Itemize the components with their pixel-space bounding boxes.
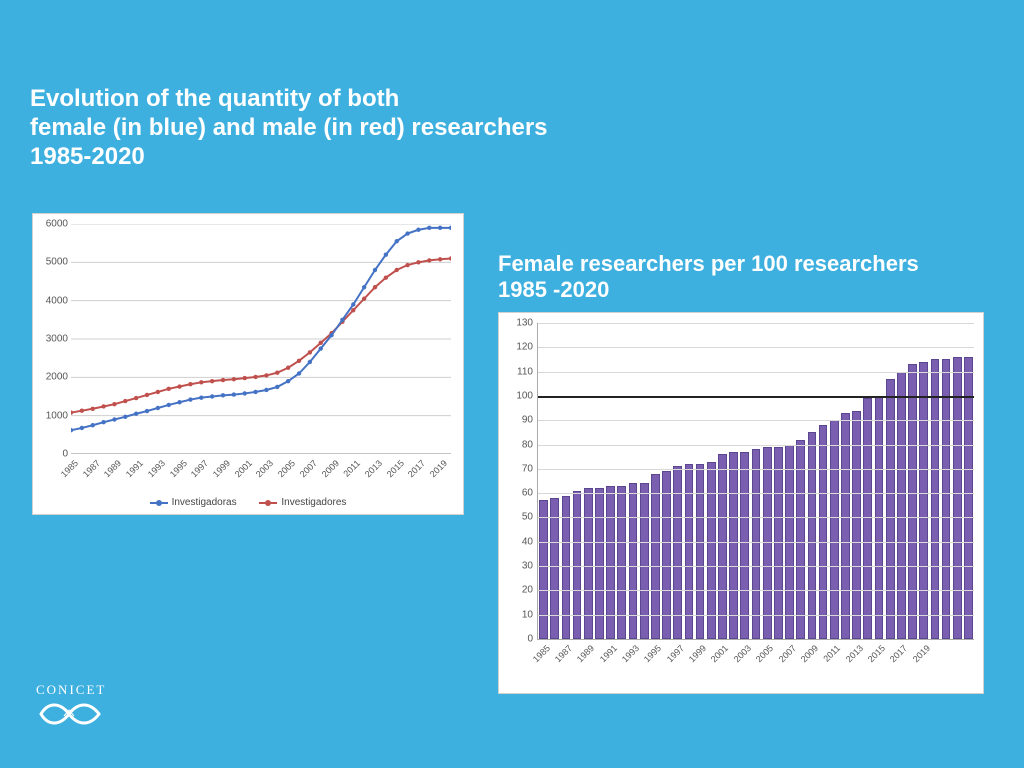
bar bbox=[953, 357, 962, 639]
line-chart-plot bbox=[71, 224, 451, 454]
bar bbox=[740, 452, 749, 639]
slide: Evolution of the quantity of both female… bbox=[0, 0, 1024, 768]
bar bbox=[595, 488, 604, 639]
bar bbox=[964, 357, 973, 639]
bar-x-tick: 2007 bbox=[769, 643, 797, 671]
bar bbox=[908, 364, 917, 639]
bar-x-tick: 2011 bbox=[814, 643, 842, 671]
bar-y-tick: 0 bbox=[505, 634, 533, 645]
logo-infinity-icon bbox=[36, 700, 106, 728]
bar bbox=[919, 362, 928, 639]
bar-x-tick: 1989 bbox=[568, 643, 596, 671]
bar bbox=[931, 359, 940, 639]
bar bbox=[774, 447, 783, 639]
logo-text: CONICET bbox=[36, 682, 106, 698]
bars-container bbox=[538, 323, 974, 639]
bar-y-tick: 20 bbox=[505, 585, 533, 596]
bar bbox=[752, 449, 761, 639]
bar bbox=[808, 432, 817, 639]
bar bbox=[584, 488, 593, 639]
legend-item-male: Investigadores bbox=[259, 497, 346, 508]
bar-y-tick: 10 bbox=[505, 609, 533, 620]
line-y-tick: 5000 bbox=[38, 257, 68, 268]
bar bbox=[617, 486, 626, 639]
legend-item-female: Investigadoras bbox=[150, 497, 237, 508]
bar bbox=[685, 464, 694, 639]
bar-x-tick: 2019 bbox=[903, 643, 931, 671]
bar bbox=[606, 486, 615, 639]
bar-y-tick: 40 bbox=[505, 536, 533, 547]
line-y-tick: 1000 bbox=[38, 410, 68, 421]
bar bbox=[942, 359, 951, 639]
bar-chart-title: Female researchers per 100 researchers 1… bbox=[498, 251, 919, 304]
bar-y-tick: 120 bbox=[505, 342, 533, 353]
bar bbox=[539, 500, 548, 639]
bar bbox=[729, 452, 738, 639]
slide-title: Evolution of the quantity of both female… bbox=[30, 85, 548, 171]
line-y-tick: 4000 bbox=[38, 295, 68, 306]
bar bbox=[819, 425, 828, 639]
line-y-tick: 6000 bbox=[38, 219, 68, 230]
bar-y-tick: 110 bbox=[505, 366, 533, 377]
bar-x-tick: 2001 bbox=[702, 643, 730, 671]
bar bbox=[707, 462, 716, 639]
bar bbox=[830, 420, 839, 639]
bar-x-tick: 2017 bbox=[881, 643, 909, 671]
bar bbox=[863, 398, 872, 639]
bar-y-tick: 80 bbox=[505, 439, 533, 450]
line-chart: Investigadoras Investigadores 0 1000 2000 3… bbox=[32, 213, 464, 515]
bar bbox=[841, 413, 850, 639]
line-y-tick: 2000 bbox=[38, 372, 68, 383]
bar-chart: 0102030405060708090100110120130198519871… bbox=[498, 312, 984, 694]
bar bbox=[897, 372, 906, 639]
line-y-tick: 3000 bbox=[38, 334, 68, 345]
bar-y-tick: 130 bbox=[505, 318, 533, 329]
line-y-tick: 0 bbox=[38, 449, 68, 460]
bar bbox=[573, 491, 582, 639]
bar-y-tick: 50 bbox=[505, 512, 533, 523]
legend-label-female: Investigadoras bbox=[172, 497, 237, 508]
bar-y-tick: 90 bbox=[505, 415, 533, 426]
bar-y-tick: 70 bbox=[505, 463, 533, 474]
line-chart-svg bbox=[71, 224, 451, 454]
bar bbox=[550, 498, 559, 639]
bar-y-tick: 100 bbox=[505, 390, 533, 401]
bar-x-tick: 1985 bbox=[523, 643, 551, 671]
bar-chart-plot bbox=[537, 323, 974, 640]
bar-y-tick: 30 bbox=[505, 561, 533, 572]
bar bbox=[696, 464, 705, 639]
line-chart-legend: Investigadoras Investigadores bbox=[33, 496, 463, 509]
bar-x-tick: 1997 bbox=[658, 643, 686, 671]
bar-x-tick: 2013 bbox=[836, 643, 864, 671]
bar-x-tick: 1991 bbox=[590, 643, 618, 671]
bar bbox=[763, 447, 772, 639]
legend-label-male: Investigadores bbox=[281, 497, 346, 508]
bar-x-tick: 1995 bbox=[635, 643, 663, 671]
bar bbox=[886, 379, 895, 639]
bar bbox=[718, 454, 727, 639]
bar-y-tick: 60 bbox=[505, 488, 533, 499]
